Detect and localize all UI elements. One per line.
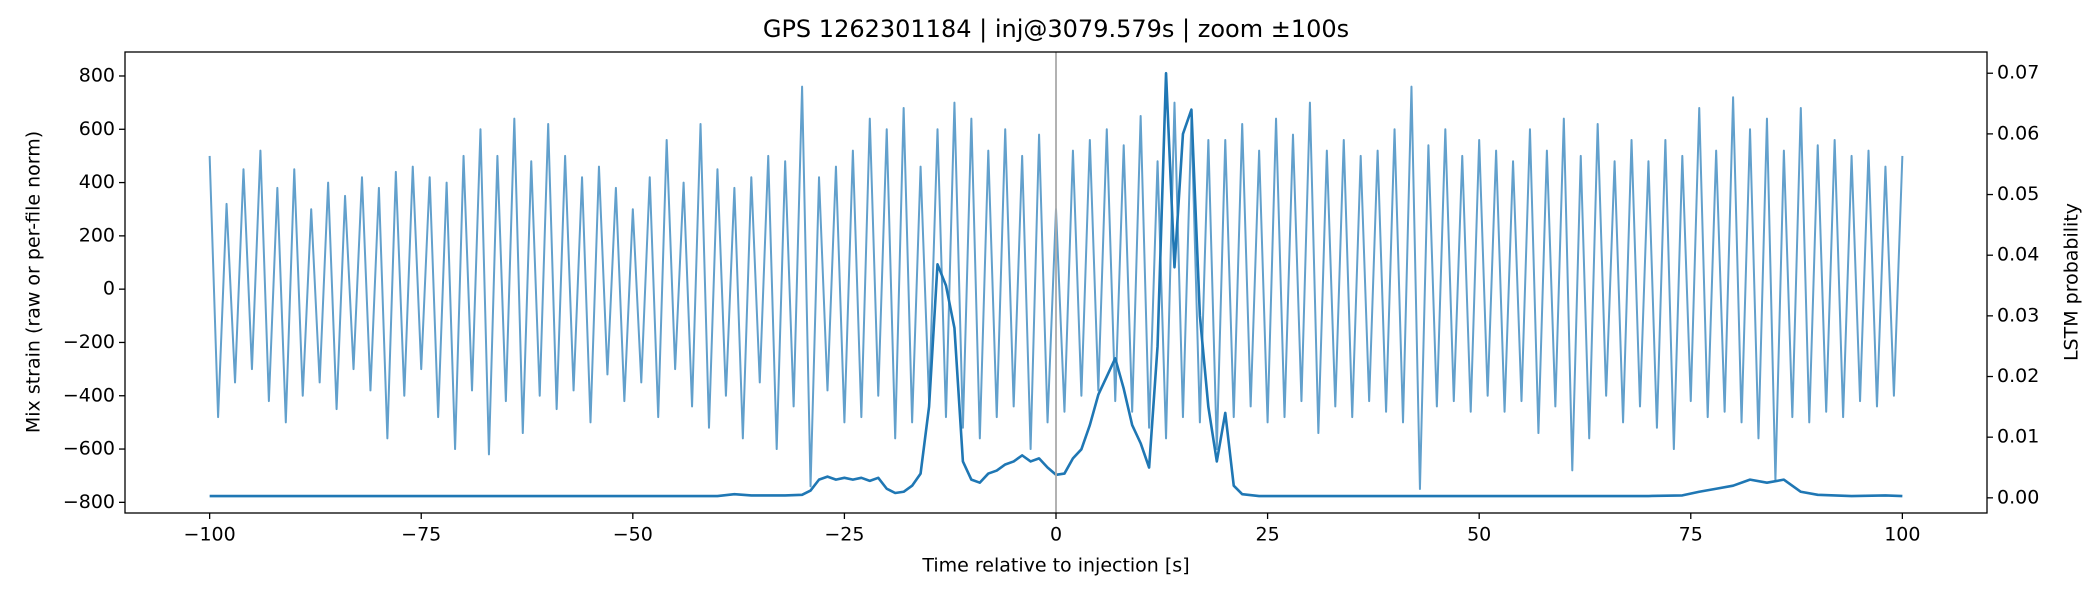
y-tick-label: 200 bbox=[79, 224, 115, 246]
x-tick-label: −25 bbox=[824, 524, 864, 546]
y2-tick-label: 0.02 bbox=[1997, 365, 2039, 387]
y-tick-label: −200 bbox=[63, 331, 115, 353]
chart-title: GPS 1262301184 | inj@3079.579s | zoom ±1… bbox=[763, 15, 1349, 43]
y2-tick-label: 0.04 bbox=[1997, 244, 2039, 266]
x-tick-label: 25 bbox=[1255, 524, 1279, 546]
x-tick-label: −75 bbox=[401, 524, 441, 546]
y-tick-label: −600 bbox=[63, 438, 115, 460]
series-line bbox=[209, 71, 1903, 498]
y-tick-label: 400 bbox=[79, 171, 115, 193]
y2-tick-label: 0.05 bbox=[1997, 183, 2039, 205]
x-tick-label: 100 bbox=[1884, 524, 1920, 546]
y2-tick-label: 0.03 bbox=[1997, 304, 2039, 326]
x-tick-label: 50 bbox=[1467, 524, 1491, 546]
x-tick-label: 75 bbox=[1679, 524, 1703, 546]
x-tick-label: −100 bbox=[184, 524, 236, 546]
y2-tick-label: 0.00 bbox=[1997, 486, 2039, 508]
y-axis-label: Mix strain (raw or per-file norm) bbox=[23, 131, 45, 433]
y-tick-label: −400 bbox=[63, 384, 115, 406]
y-tick-label: 600 bbox=[79, 118, 115, 140]
x-tick-label: −50 bbox=[613, 524, 653, 546]
x-axis-label: Time relative to injection [s] bbox=[921, 555, 1189, 577]
y-tick-label: −800 bbox=[63, 491, 115, 513]
y2-axis-label: LSTM probability bbox=[2061, 203, 2083, 361]
y2-tick-label: 0.07 bbox=[1997, 62, 2039, 84]
x-tick-label: 0 bbox=[1050, 524, 1062, 546]
y-tick-label: 0 bbox=[103, 278, 115, 300]
y2-tick-label: 0.01 bbox=[1997, 426, 2039, 448]
y2-tick-label: 0.06 bbox=[1997, 122, 2039, 144]
y-tick-label: 800 bbox=[79, 64, 115, 86]
